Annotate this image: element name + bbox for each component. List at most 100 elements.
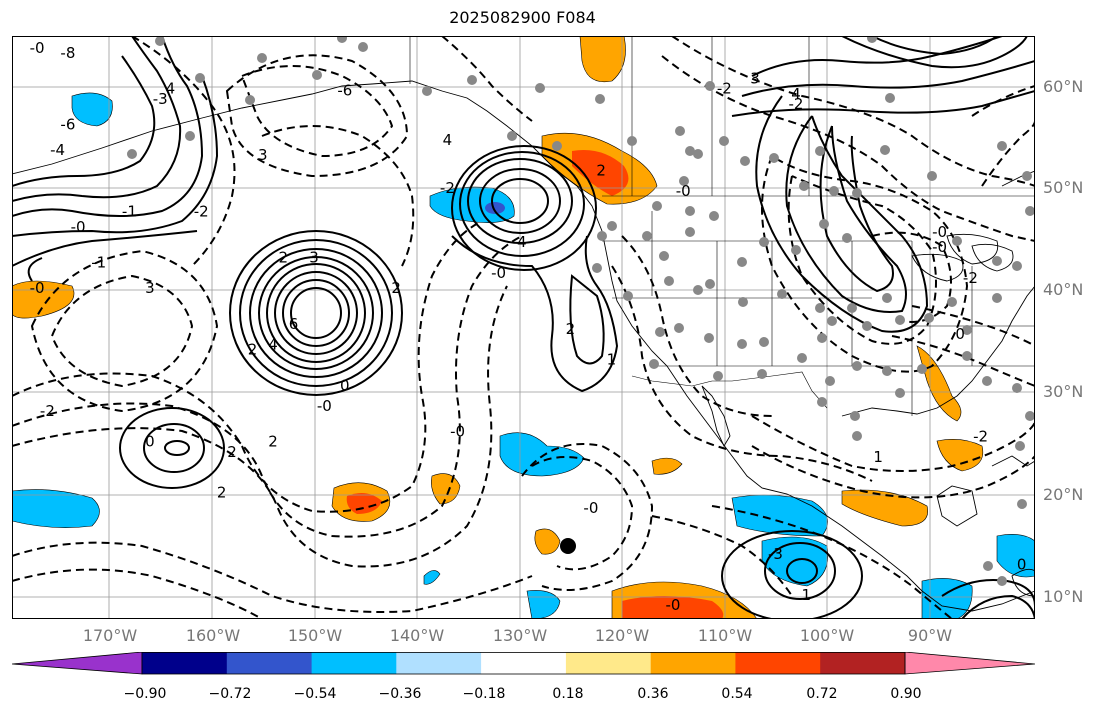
colorbar-min-extend	[12, 652, 143, 675]
colorbar-outline	[141, 652, 906, 675]
lon-tick: 130°W	[492, 626, 548, 645]
contour-label: -2	[440, 179, 455, 197]
contour-label: 4	[166, 80, 176, 98]
station-markers	[127, 36, 1035, 586]
contour-label: -0	[583, 499, 598, 517]
contour-label: -0	[30, 279, 45, 297]
lat-tick: 50°N	[1043, 178, 1084, 197]
lat-tick: 60°N	[1043, 77, 1084, 96]
colorbar-tick: 0.54	[721, 686, 753, 702]
lon-tick: 150°W	[287, 626, 343, 645]
colorbar-tick: −0.90	[123, 686, 167, 702]
contour-label: 2	[227, 443, 237, 461]
colorbar-tick: −0.18	[462, 686, 506, 702]
contour-label: -3	[153, 90, 168, 108]
colorbar-tick: 0.18	[552, 686, 584, 702]
colorbar-segment	[481, 652, 567, 674]
solid-contours	[12, 36, 1035, 619]
contour-label: -0	[932, 223, 947, 241]
contour-label: -0	[932, 238, 947, 256]
contour-label: -4	[512, 233, 527, 251]
colorbar-tick: −0.54	[293, 686, 337, 702]
colorbar	[12, 652, 1035, 675]
contour-label: -0	[30, 39, 45, 57]
coastlines	[12, 80, 1035, 612]
colorbar-segment	[142, 652, 228, 674]
contour-label: 4	[443, 131, 453, 149]
contour-labels: -0 -8-6-4-343-64-2-2-1-0-1-0 32 36420-02-20…	[30, 39, 1027, 614]
contour-label: -2	[194, 202, 209, 220]
contour-label: -0	[71, 218, 86, 236]
contour-label: 4	[791, 85, 801, 103]
contour-label: -2	[963, 269, 978, 287]
contour-label: 2	[391, 279, 401, 297]
contour-label: -2	[789, 95, 804, 113]
contour-label: 3	[750, 70, 760, 88]
contour-label: 1	[607, 351, 617, 369]
lat-tick: 40°N	[1043, 280, 1084, 299]
contour-label: 1	[802, 586, 812, 604]
contour-label: -1	[91, 254, 106, 272]
contour-label: 2	[279, 248, 289, 266]
colorbar-segment	[650, 652, 736, 674]
colorbar-segment	[311, 652, 397, 674]
contour-label: -2	[40, 402, 55, 420]
contour-label: 0	[1017, 555, 1027, 573]
negative-anomaly-shading	[12, 92, 1035, 619]
lon-tick: 120°W	[594, 626, 650, 645]
lon-tick: 160°W	[185, 626, 241, 645]
contour-label: -4	[50, 141, 65, 159]
lat-tick: 20°N	[1043, 485, 1084, 504]
contour-label: 2	[566, 320, 576, 338]
contour-label: -6	[60, 116, 75, 134]
map-title: 2025082900 F084	[449, 8, 596, 27]
lon-tick: 90°W	[907, 626, 953, 645]
contour-label: 0	[340, 376, 350, 394]
colorbar-segment	[565, 652, 652, 674]
lon-tick: 140°W	[389, 626, 445, 645]
contour-label: -0	[676, 182, 691, 200]
contour-label: -2	[717, 80, 732, 98]
contour-label: -8	[60, 44, 75, 62]
colorbar-tick: 0.36	[637, 686, 669, 702]
colorbar-tick: −0.72	[208, 686, 252, 702]
colorbar-tick: −0.36	[378, 686, 422, 702]
lon-tick: 110°W	[697, 626, 753, 645]
weather-map: -0 -8-6-4-343-64-2-2-1-0-1-0 32 36420-02-20…	[12, 36, 1035, 619]
contour-label: 2	[268, 433, 278, 451]
colorbar-segment	[396, 652, 482, 674]
contour-label: -0	[317, 397, 332, 415]
dashed-contours	[12, 36, 1035, 619]
contour-label: 0	[145, 433, 155, 451]
contour-label: 3	[309, 248, 319, 266]
contour-label: 1	[873, 448, 883, 466]
storm-center-marker	[560, 538, 576, 554]
lon-tick: 100°W	[799, 626, 855, 645]
lat-tick: 30°N	[1043, 382, 1084, 401]
contour-label: 6	[289, 315, 299, 333]
colorbar-segment	[226, 652, 313, 674]
colorbar-tick: 0.90	[890, 686, 922, 702]
colorbar-tick: 0.72	[806, 686, 838, 702]
lat-tick: 10°N	[1043, 587, 1084, 606]
colorbar-max-extend	[904, 652, 1035, 675]
contour-label: 2	[248, 341, 258, 359]
contour-label: 3	[145, 279, 155, 297]
lat-lon-grid	[12, 36, 1035, 619]
positive-anomaly-shading	[12, 36, 984, 619]
contour-label: 2	[596, 162, 606, 180]
contour-label: -0	[491, 264, 506, 282]
contour-label: -6	[337, 82, 352, 100]
contour-label: -1	[122, 202, 137, 220]
contour-label: 3	[258, 146, 268, 164]
contour-label: -0	[666, 596, 681, 614]
contour-label: 0	[955, 325, 965, 343]
contour-label: -3	[768, 545, 783, 563]
colorbar-segment	[820, 652, 906, 674]
contour-label: -2	[973, 427, 988, 445]
colorbar-segment	[735, 652, 821, 674]
contour-label: -0	[450, 422, 465, 440]
contour-label: 2	[217, 484, 227, 502]
lon-tick: 170°W	[82, 626, 138, 645]
contour-label: 4	[268, 335, 278, 353]
